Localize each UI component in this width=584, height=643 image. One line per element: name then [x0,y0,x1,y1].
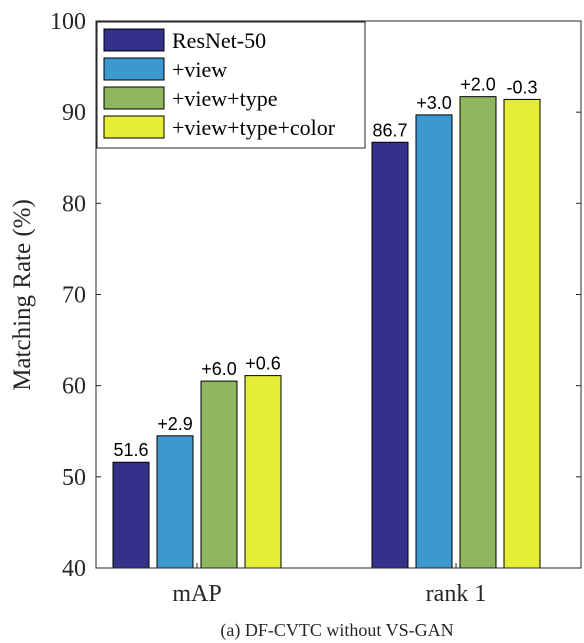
bar-value-label: 86.7 [372,120,407,140]
x-tick-label: rank 1 [426,581,487,607]
y-tick-label: 50 [62,465,86,491]
bar-value-label: -0.3 [506,77,537,97]
y-tick-label: 80 [62,191,86,217]
bar [244,375,282,569]
bar-value-label: 51.6 [113,440,148,460]
y-tick-label: 60 [62,374,86,400]
chart-caption: (a) DF-CVTC without VS-GAN [220,620,453,641]
x-axis: mAP rank 1 [172,563,486,607]
bar [459,96,497,569]
y-tick-label: 40 [62,556,86,582]
x-tick-label: mAP [172,581,221,607]
legend-swatch [103,57,165,81]
y-axis: 40 50 60 70 80 90 100 [50,9,581,582]
y-tick-label: 100 [50,9,86,35]
legend-swatch [103,86,165,110]
legend-label: +view+type [172,86,277,111]
legend-label: +view+type+color [172,115,336,140]
y-axis-label: Matching Rate (%) [9,199,36,391]
bars [112,96,541,569]
legend-label: ResNet-50 [172,28,266,53]
bar [156,435,194,569]
bar [415,114,453,569]
bar-value-label: +3.0 [416,93,452,113]
bar [371,141,409,569]
bar-value-label: +2.0 [460,75,496,95]
bar [200,380,238,569]
bar [112,461,150,569]
y-tick-label: 90 [62,100,86,126]
legend-swatch [103,28,165,52]
bar [503,98,541,569]
legend-label: +view [172,57,227,82]
legend-swatch [103,115,165,139]
bar-value-label: +2.9 [157,414,193,434]
plot-frame [95,20,582,569]
legend: ResNet-50 +view +view+type +view+type+color [96,21,366,149]
y-tick-label: 70 [62,283,86,309]
bar-value-label: +6.0 [201,359,237,379]
data-labels: 51.6 +2.9 +6.0 +0.6 86.7 +3.0 +2.0 -0.3 [113,75,537,461]
bar-value-label: +0.6 [245,354,281,374]
